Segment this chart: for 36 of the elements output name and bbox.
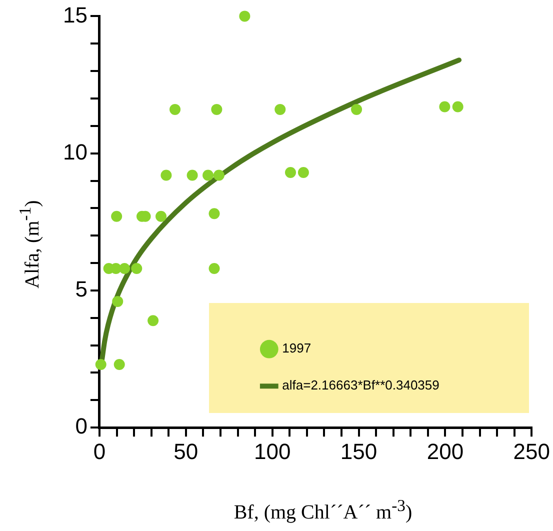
point	[112, 296, 124, 307]
point	[160, 170, 172, 181]
point	[202, 170, 214, 181]
point	[114, 359, 125, 370]
x-tick-label: 50	[174, 438, 198, 464]
legend-label: alfa=2.16663*Bf**0.340359	[282, 378, 440, 393]
x-tick-label: 200	[426, 438, 464, 464]
x-tick-label: 250	[513, 438, 550, 464]
point	[239, 10, 250, 22]
point	[208, 263, 220, 274]
point	[119, 263, 130, 274]
y-tick-label: 5	[75, 276, 88, 302]
point	[351, 104, 362, 115]
point	[156, 210, 167, 222]
point	[284, 167, 296, 178]
point	[148, 315, 159, 326]
point	[170, 104, 181, 115]
point	[131, 263, 142, 274]
y-tick-label: 10	[62, 139, 88, 164]
point	[111, 210, 122, 222]
point	[211, 104, 222, 115]
y-tick-label: 0	[75, 414, 88, 439]
x-tick-label: 150	[340, 438, 378, 464]
point	[208, 208, 220, 220]
legend-label: 1997	[282, 340, 312, 356]
point	[439, 101, 450, 112]
point	[298, 167, 309, 178]
point	[186, 170, 198, 181]
point	[213, 170, 224, 181]
point	[274, 104, 286, 115]
point	[452, 101, 464, 112]
x-tick-label: 0	[93, 438, 106, 464]
point	[95, 359, 106, 370]
y-tick-label: 15	[62, 2, 88, 28]
x-axis-title: Bf, (mg Chl´´A´´ m$^{-3}$)	[232, 496, 414, 525]
x-tick-label: 100	[254, 438, 291, 464]
